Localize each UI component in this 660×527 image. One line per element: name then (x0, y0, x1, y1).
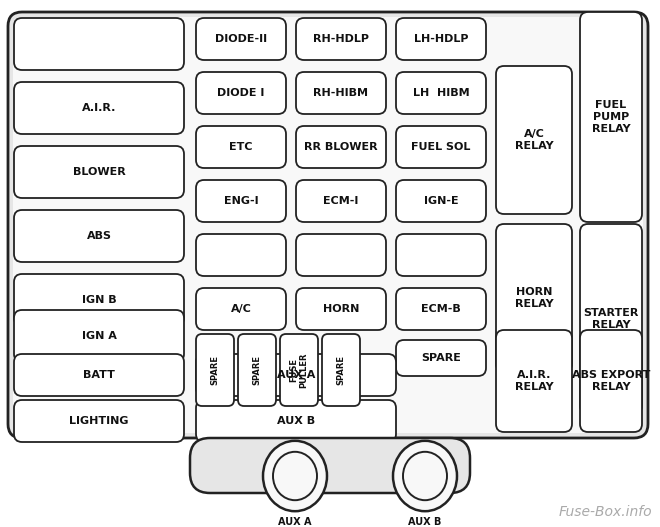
FancyBboxPatch shape (396, 288, 486, 330)
Text: FUSE
PULLER: FUSE PULLER (289, 352, 309, 388)
FancyBboxPatch shape (580, 224, 642, 414)
Text: STARTER
RELAY: STARTER RELAY (583, 308, 639, 330)
FancyBboxPatch shape (396, 340, 486, 376)
Text: SPARE: SPARE (337, 355, 345, 385)
FancyBboxPatch shape (196, 180, 286, 222)
FancyBboxPatch shape (196, 288, 286, 330)
FancyBboxPatch shape (13, 17, 643, 433)
FancyBboxPatch shape (396, 180, 486, 222)
FancyBboxPatch shape (196, 354, 396, 396)
Text: BLOWER: BLOWER (73, 167, 125, 177)
Ellipse shape (273, 452, 317, 500)
Text: AUX A: AUX A (277, 370, 315, 380)
Text: A/C: A/C (230, 304, 251, 314)
Text: RH-HIBM: RH-HIBM (314, 88, 368, 98)
Text: AUX B: AUX B (409, 517, 442, 527)
FancyBboxPatch shape (296, 288, 386, 330)
FancyBboxPatch shape (14, 18, 184, 70)
FancyBboxPatch shape (196, 126, 286, 168)
Ellipse shape (393, 441, 457, 511)
FancyBboxPatch shape (14, 354, 184, 396)
FancyBboxPatch shape (296, 18, 386, 60)
Text: ABS: ABS (86, 231, 112, 241)
Text: IGN A: IGN A (82, 331, 116, 341)
Text: ABS EXPORT
RELAY: ABS EXPORT RELAY (572, 370, 650, 392)
Text: LIGHTING: LIGHTING (69, 416, 129, 426)
Text: IGN-E: IGN-E (424, 196, 458, 206)
Text: SPARE: SPARE (253, 355, 261, 385)
FancyBboxPatch shape (496, 330, 572, 432)
Text: RR BLOWER: RR BLOWER (304, 142, 378, 152)
Text: LH-HDLP: LH-HDLP (414, 34, 468, 44)
FancyBboxPatch shape (14, 210, 184, 262)
FancyBboxPatch shape (14, 274, 184, 326)
FancyBboxPatch shape (14, 400, 184, 442)
Text: SPARE: SPARE (211, 355, 220, 385)
Text: A/C
RELAY: A/C RELAY (515, 129, 553, 151)
FancyBboxPatch shape (238, 334, 276, 406)
FancyBboxPatch shape (14, 146, 184, 198)
FancyBboxPatch shape (396, 18, 486, 60)
Text: BATT: BATT (83, 370, 115, 380)
Ellipse shape (403, 452, 447, 500)
FancyBboxPatch shape (296, 126, 386, 168)
Text: AUX A: AUX A (279, 517, 312, 527)
FancyBboxPatch shape (196, 18, 286, 60)
Text: LH  HIBM: LH HIBM (412, 88, 469, 98)
FancyBboxPatch shape (14, 82, 184, 134)
FancyBboxPatch shape (8, 12, 648, 438)
FancyBboxPatch shape (322, 334, 360, 406)
Text: ENG-I: ENG-I (224, 196, 258, 206)
Text: DIODE I: DIODE I (217, 88, 265, 98)
FancyBboxPatch shape (280, 334, 318, 406)
FancyBboxPatch shape (296, 72, 386, 114)
Text: FUEL
PUMP
RELAY: FUEL PUMP RELAY (591, 101, 630, 134)
FancyBboxPatch shape (296, 180, 386, 222)
FancyBboxPatch shape (580, 330, 642, 432)
FancyBboxPatch shape (196, 72, 286, 114)
Text: A.I.R.
RELAY: A.I.R. RELAY (515, 370, 553, 392)
FancyBboxPatch shape (580, 12, 642, 222)
Text: ECM-I: ECM-I (323, 196, 358, 206)
Text: ETC: ETC (229, 142, 253, 152)
Text: IGN B: IGN B (82, 295, 116, 305)
FancyBboxPatch shape (396, 72, 486, 114)
Text: Fuse-Box.info: Fuse-Box.info (558, 505, 652, 519)
FancyBboxPatch shape (396, 234, 486, 276)
FancyBboxPatch shape (196, 334, 234, 406)
Text: FUEL SOL: FUEL SOL (411, 142, 471, 152)
FancyBboxPatch shape (296, 234, 386, 276)
Text: A.I.R.: A.I.R. (82, 103, 116, 113)
Text: HORN
RELAY: HORN RELAY (515, 287, 553, 309)
Ellipse shape (263, 441, 327, 511)
FancyBboxPatch shape (496, 66, 572, 214)
FancyBboxPatch shape (190, 438, 470, 493)
Text: SPARE: SPARE (421, 353, 461, 363)
FancyBboxPatch shape (396, 126, 486, 168)
Text: AUX B: AUX B (277, 416, 315, 426)
Text: ECM-B: ECM-B (421, 304, 461, 314)
FancyBboxPatch shape (496, 224, 572, 372)
Text: DIODE-II: DIODE-II (215, 34, 267, 44)
FancyBboxPatch shape (196, 234, 286, 276)
Text: RH-HDLP: RH-HDLP (313, 34, 369, 44)
FancyBboxPatch shape (14, 310, 184, 362)
Text: HORN: HORN (323, 304, 359, 314)
FancyBboxPatch shape (196, 400, 396, 442)
